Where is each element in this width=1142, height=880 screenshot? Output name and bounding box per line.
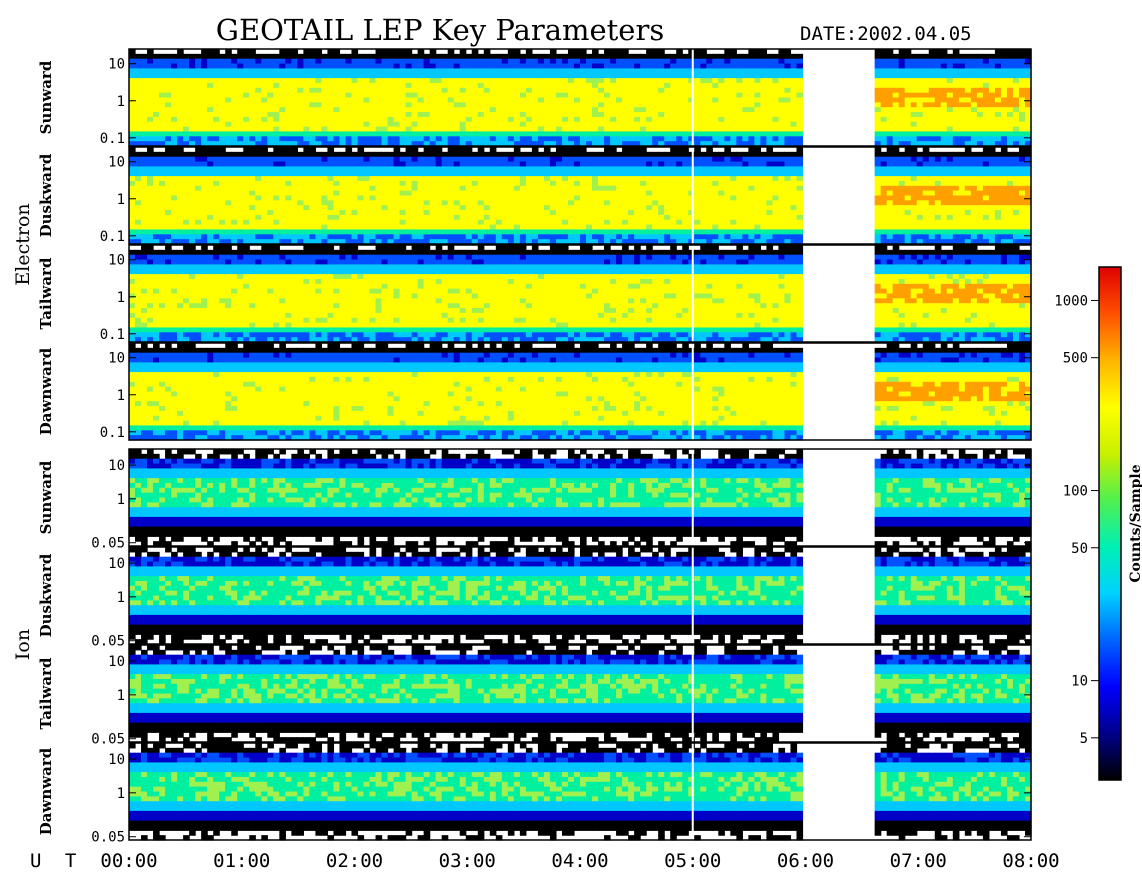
- x-tick-label: 07:00: [890, 850, 947, 872]
- y-tick-label: 1: [117, 388, 125, 404]
- panel-label: Duskward: [37, 553, 55, 637]
- x-tick-label: 08:00: [1002, 850, 1059, 872]
- panel-label: Dawnward: [37, 347, 55, 435]
- y-tick-label: 0.1: [100, 327, 125, 343]
- x-tick-label: 00:00: [100, 850, 157, 872]
- y-tick-label: 1: [117, 590, 125, 606]
- y-tick-label: 0.05: [91, 732, 125, 748]
- panel-ion-duskward: 10 1 0.05 Duskward: [37, 546, 1032, 650]
- y-tick-label: 10: [108, 654, 125, 670]
- panel-frame: [128, 644, 1032, 743]
- colorbar-tick-label: 100: [1063, 484, 1088, 500]
- colorbar-tick-label: 5: [1080, 731, 1088, 747]
- y-tick-label: 0.1: [100, 131, 125, 147]
- x-tick-label: 04:00: [551, 850, 608, 872]
- panel-label: Tailward: [37, 657, 55, 729]
- group-ion: 10 1 0.05 Sunward 10 1 0.05 Duskward 10 1 0.05 Tail…: [12, 448, 1032, 846]
- spectrogram-heatmap: [129, 49, 1032, 147]
- date-value: 2002.04.05: [857, 23, 971, 45]
- date-label: DATE:2002.04.05: [800, 23, 972, 45]
- y-tick-label: 0.05: [91, 830, 125, 846]
- x-tick-label: 05:00: [664, 850, 721, 872]
- y-tick-label: 10: [108, 155, 125, 171]
- panel-frame: [128, 342, 1032, 441]
- y-tick-label: 1: [117, 492, 125, 508]
- panel-frame: [128, 448, 1032, 547]
- y-tick-label: 1: [117, 192, 125, 208]
- spectrogram-heatmap: [129, 743, 1032, 841]
- panel-label: Duskward: [37, 153, 55, 237]
- panel-electron-duskward: 10 1 0.1 Duskward: [37, 146, 1032, 245]
- colorbar: 1000 500 100 50 10 5 Counts/Sample: [1054, 266, 1142, 781]
- x-axis: U T 00:00 01:00 02:00 03:00 04:00 05:00 06:00 0…: [30, 850, 1060, 872]
- y-tick-label: 10: [108, 57, 125, 73]
- y-tick-label: 10: [108, 556, 125, 572]
- spectrogram-heatmap: [129, 449, 1032, 547]
- panel-ion-dawnward: 10 1 0.05 Dawnward: [37, 742, 1032, 846]
- spectrogram-heatmap: [129, 547, 1032, 645]
- x-tick-label: 01:00: [213, 850, 270, 872]
- colorbar-scale: [1098, 266, 1122, 781]
- y-tick-label: 1: [117, 94, 125, 110]
- panel-label: Dawnward: [37, 747, 55, 835]
- y-tick-label: 0.1: [100, 425, 125, 441]
- y-tick-label: 10: [108, 253, 125, 269]
- y-tick-label: 1: [117, 688, 125, 704]
- panel-frame: [128, 48, 1032, 147]
- y-tick-label: 1: [117, 786, 125, 802]
- y-tick-label: 0.1: [100, 229, 125, 245]
- chart-title: GEOTAIL LEP Key Parameters: [216, 13, 664, 47]
- spectrogram-heatmap: [129, 245, 1032, 343]
- colorbar-title: Counts/Sample: [1128, 464, 1142, 582]
- y-tick-label: 10: [108, 752, 125, 768]
- colorbar-tick-label: 1000: [1054, 293, 1088, 309]
- spectrogram-heatmap: [129, 645, 1032, 743]
- x-axis-label: U T: [30, 850, 82, 872]
- colorbar-tick-label: 10: [1071, 674, 1088, 690]
- x-tick-label: 02:00: [326, 850, 383, 872]
- panel-frame: [128, 244, 1032, 343]
- panel-ion-tailward: 10 1 0.05 Tailward: [37, 644, 1032, 748]
- panel-electron-dawnward: 10 1 0.1 Dawnward: [37, 342, 1032, 441]
- y-tick-label: 0.05: [91, 536, 125, 552]
- panel-label: Tailward: [37, 257, 55, 329]
- panel-frame: [128, 742, 1032, 841]
- panel-frame: [128, 146, 1032, 245]
- group-label: Electron: [12, 203, 34, 285]
- y-tick-label: 10: [108, 351, 125, 367]
- date-prefix: DATE:: [800, 23, 857, 45]
- colorbar-tick-label: 500: [1063, 351, 1088, 367]
- group-label: Ion: [12, 629, 34, 660]
- colorbar-tick-label: 50: [1071, 541, 1088, 557]
- x-tick-label: 03:00: [439, 850, 496, 872]
- group-electron: 10 1 0.1 Sunward 10 1 0.1 Duskward 10 1 0.1 Tailwar…: [12, 48, 1032, 441]
- panel-electron-sunward: 10 1 0.1 Sunward: [37, 48, 1032, 147]
- panel-label: Sunward: [37, 60, 55, 134]
- y-tick-label: 10: [108, 458, 125, 474]
- x-tick-label: 06:00: [777, 850, 834, 872]
- spectrogram-panels: 10 1 0.1 Sunward 10 1 0.1 Duskward 10 1 0.1 Tailwar…: [12, 48, 1032, 846]
- spectrogram-heatmap: [129, 343, 1032, 441]
- panel-ion-sunward: 10 1 0.05 Sunward: [37, 448, 1032, 552]
- panel-frame: [128, 546, 1032, 645]
- panel-label: Sunward: [37, 460, 55, 534]
- y-tick-label: 1: [117, 290, 125, 306]
- panel-electron-tailward: 10 1 0.1 Tailward: [37, 244, 1032, 343]
- y-tick-label: 0.05: [91, 634, 125, 650]
- spectrogram-heatmap: [129, 147, 1032, 245]
